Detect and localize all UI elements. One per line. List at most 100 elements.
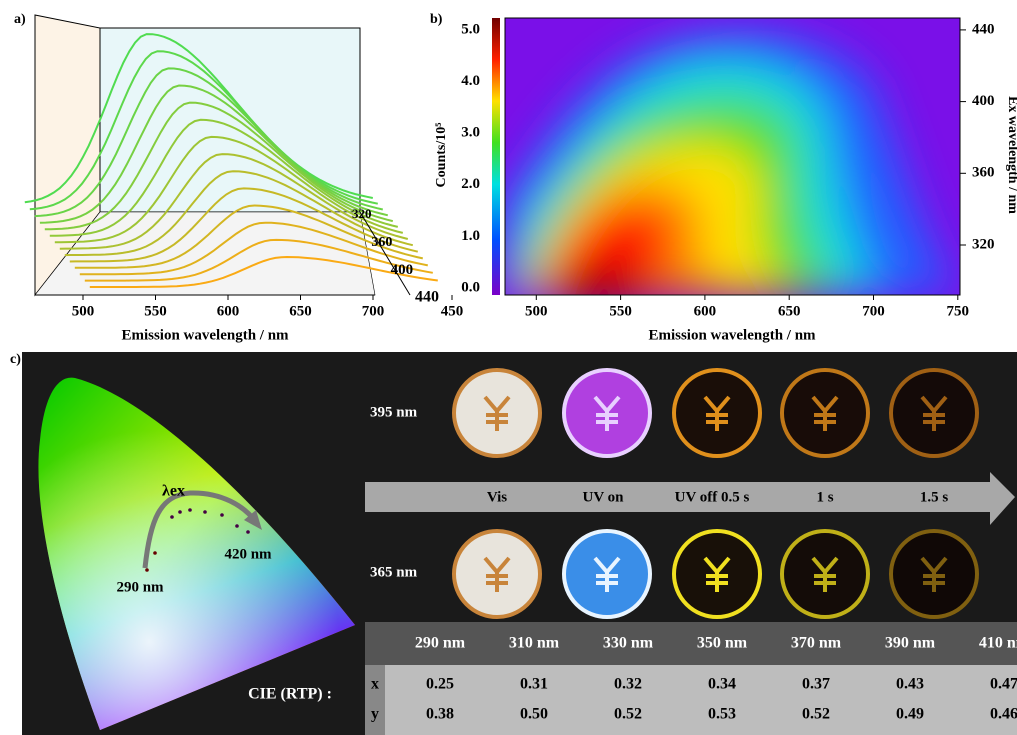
table-label-col [365, 665, 385, 735]
timeline-label: UV on [583, 489, 625, 505]
table-cell: 0.52 [614, 706, 642, 723]
sample-symbol [703, 556, 731, 592]
colorbar [492, 18, 500, 295]
table-header: 310 nm [509, 635, 560, 652]
panel-a: a) Emission wavelength / nm [14, 12, 438, 343]
x-tick-label: 450 [441, 303, 464, 319]
right-axis-title: Ex wavelength / nm [1005, 96, 1017, 214]
arrow-label: λex [162, 483, 185, 500]
x-tick-label: 650 [778, 303, 801, 319]
spectrum [34, 67, 384, 218]
sample-symbol [920, 556, 948, 592]
sample-symbol [483, 395, 511, 431]
cie-table: 290 nm 310 nm 330 nm 350 nm 370 nm 390 nm 410 … [371, 635, 1017, 723]
row-label: 395 nm [370, 404, 418, 420]
table-header: 350 nm [697, 635, 748, 652]
x-tick-label: 750 [947, 303, 970, 319]
sample-symbol [920, 395, 948, 431]
row-label: y [371, 706, 379, 723]
spectra [24, 33, 438, 288]
cie-start-label: 290 nm [116, 579, 164, 595]
spectrum [29, 50, 379, 211]
table-header: 410 nm [979, 635, 1017, 652]
timeline-label: 1.5 s [920, 489, 949, 505]
x-tick-label: 500 [72, 303, 95, 319]
sample-symbol [483, 556, 511, 592]
row-label: x [371, 676, 379, 693]
depth-tick-label: 320 [352, 206, 372, 221]
panel-b: b) Counts/10⁵ Ex wavelength / nm Emissio… [430, 12, 1017, 343]
x-tick-label: 600 [694, 303, 717, 319]
colorbar-tick-label: 0.0 [461, 279, 480, 295]
table-header-bg [365, 622, 1017, 665]
x-tick-label: 600 [217, 303, 240, 319]
sample-symbol [811, 395, 839, 431]
table-body-bg [365, 665, 1017, 735]
sample-symbol [811, 556, 839, 592]
sample-symbol [593, 395, 621, 431]
colorbar-tick-label: 3.0 [461, 125, 480, 141]
table-cell: 0.31 [520, 676, 548, 693]
x-tick-label: 500 [525, 303, 548, 319]
x-tick-label: 550 [609, 303, 632, 319]
panel-label: a) [14, 12, 26, 27]
table-cell: 0.47 [990, 676, 1017, 693]
right-tick-label: 440 [972, 21, 995, 37]
sample-symbol [593, 556, 621, 592]
spectrum [64, 170, 414, 257]
timeline-label: Vis [487, 489, 507, 505]
table-cell: 0.32 [614, 676, 642, 693]
samples [452, 368, 979, 619]
table-header: 330 nm [603, 635, 654, 652]
spectrum [54, 135, 404, 244]
right-tick-label: 360 [972, 165, 995, 181]
table-cell: 0.46 [990, 706, 1017, 723]
table-cell: 0.38 [426, 706, 454, 723]
depth-tick-label: 400 [391, 262, 414, 278]
table-cell: 0.34 [708, 676, 736, 693]
table-header: 370 nm [791, 635, 842, 652]
row-title: CIE (RTP) : [248, 686, 332, 703]
timeline-label: 1 s [816, 489, 833, 505]
table-cell: 0.50 [520, 706, 548, 723]
spectrum [39, 84, 389, 224]
time-arrow [365, 472, 1015, 525]
table-cell: 0.43 [896, 676, 924, 693]
colorbar-tick-label: 4.0 [461, 73, 480, 89]
panel-label: c) [10, 352, 21, 367]
x-axis-title: Emission wavelength / nm [648, 327, 816, 343]
sample-symbol [703, 395, 731, 431]
table-cell: 0.53 [708, 706, 736, 723]
spectrum [79, 221, 429, 276]
table-cell: 0.37 [802, 676, 830, 693]
spectrum [49, 118, 399, 237]
colorbar-tick-label: 5.0 [461, 21, 480, 37]
depth-axis [359, 211, 411, 296]
table-header: 290 nm [415, 635, 466, 652]
plot-frame [504, 17, 961, 296]
colorbar-tick-label: 1.0 [461, 228, 480, 244]
spectrum [59, 153, 409, 250]
colorbar-title: Counts/10⁵ [434, 123, 449, 188]
table-cell: 0.25 [426, 676, 454, 693]
spectrum [84, 238, 433, 282]
panel-c: c) λex 290 nm 420 nm 395 nm 365 nm CIE (… [10, 352, 1017, 735]
colorbar-tick-label: 2.0 [461, 176, 480, 192]
x-tick-label: 700 [862, 303, 885, 319]
depth-tick-label: 440 [415, 289, 439, 306]
spectrum [44, 101, 394, 231]
x-axis-title: Emission wavelength / nm [121, 327, 289, 343]
spectrum [74, 204, 424, 269]
row-label: 365 nm [370, 564, 418, 580]
right-tick-label: 320 [972, 236, 995, 252]
table-cell: 0.52 [802, 706, 830, 723]
x-tick-label: 650 [289, 303, 312, 319]
spectrum [69, 187, 419, 263]
x-tick-label: 700 [362, 303, 385, 319]
x-tick-label: 550 [144, 303, 167, 319]
table-header: 390 nm [885, 635, 936, 652]
heatmap [505, 32, 960, 295]
cie-diagram [38, 377, 356, 730]
cie-end-label: 420 nm [224, 546, 272, 562]
